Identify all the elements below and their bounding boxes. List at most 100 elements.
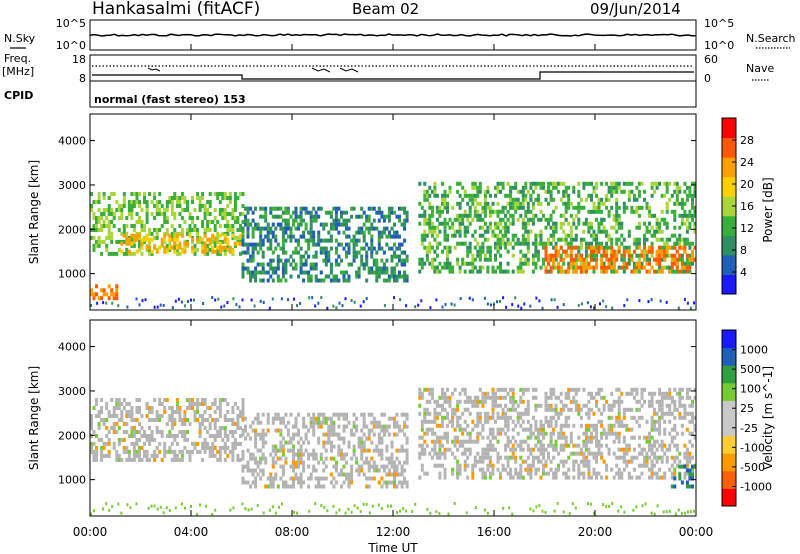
near-range-cell [235,303,238,307]
scatter-cell [526,455,530,460]
scatter-cell [347,440,351,445]
scatter-cell [175,204,179,208]
scatter-cell [567,467,571,472]
scatter-cell [297,238,300,243]
scatter-cell [509,447,513,452]
scatter-cell [271,420,275,425]
scatter-cell [337,444,341,449]
scatter-cell [683,464,687,469]
scatter-cell [347,472,351,477]
scatter-cell [499,269,502,274]
scatter-cell [145,457,149,462]
scatter-cell [352,444,356,449]
scatter-cell [534,245,538,250]
scatter-cell [519,189,523,194]
scatter-cell [382,424,386,429]
scatter-cell [491,415,495,420]
scatter-cell [597,205,601,210]
scatter-cell [539,229,543,234]
scatter-cell [529,181,533,186]
near-range-cell [293,510,295,514]
scatter-cell [632,261,636,266]
scatter-cell [600,451,604,456]
scatter-cell [231,430,235,434]
scatter-cell [279,428,283,433]
scatter-cell [276,254,280,259]
scatter-cell [274,428,278,433]
scatter-cell [117,239,121,244]
scatter-cell [367,218,371,223]
scatter-cell [486,419,490,424]
scatter-cell [360,464,364,469]
scatter-cell [367,270,371,275]
scatter-cell [334,218,338,223]
scatter-cell [102,453,106,458]
scatter-cell [130,457,134,462]
scatter-cell [468,435,472,440]
scatter-cell [244,222,247,227]
scatter-cell [329,266,333,271]
near-range-cell [126,503,129,507]
scatter-cell [451,471,455,476]
scatter-cell [329,222,333,227]
scatter-cell [256,250,260,255]
scatter-cell [289,464,293,469]
scatter-cell [688,476,692,481]
scatter-cell [183,422,187,426]
scatter-cell [405,452,409,457]
scatter-cell [660,193,664,198]
scatter-cell [488,439,492,444]
scatter-cell [327,230,331,235]
scatter-cell [175,247,179,252]
scatter-cell [274,448,278,453]
scatter-cell [425,253,429,258]
near-range-cell [159,303,162,307]
scatter-cell [536,427,540,432]
near-range-cell [256,503,259,507]
scatter-cell [90,434,93,438]
scatter-cell [127,457,131,462]
scatter-cell [390,444,394,449]
scatter-cell [284,266,288,271]
scatter-cell [418,201,422,206]
scatter-cell [640,447,644,452]
scatter-cell [274,416,278,421]
scatter-cell [607,403,611,408]
scatter-cell [491,233,495,238]
scatter-cell [542,463,545,468]
scatter-cell [140,251,144,256]
scatter-cell [643,253,646,258]
scatter-cell [458,205,462,210]
near-range-cell [544,510,547,514]
scatter-cell [688,403,692,408]
scatter-cell [186,449,189,454]
scatter-cell [678,411,682,416]
scatter-cell [342,210,346,215]
scatter-cell [620,399,624,404]
scatter-cell [685,229,689,234]
scatter-cell [322,222,326,227]
scatter-cell [127,237,131,242]
scatter-cell [143,228,146,232]
scatter-cell [660,443,664,448]
scatter-cell [612,189,616,194]
scatter-cell [362,440,366,445]
scatter-cell [173,228,177,232]
scatter-cell [524,181,528,186]
scatter-cell [683,237,687,242]
scatter-cell [448,399,452,404]
near-range-cell [150,504,153,508]
scatter-cell [620,475,624,480]
scatter-cell [643,265,646,270]
scatter-cell [203,426,207,430]
scatter-cell [299,436,303,441]
scatter-cell [673,427,677,432]
scatter-cell [501,415,505,420]
scatter-cell [269,472,273,477]
scatter-cell [665,249,669,254]
scatter-cell [241,262,245,267]
scatter-cell [385,258,389,263]
scatter-cell [481,435,485,440]
near-range-cell [332,504,335,508]
scatter-cell [519,463,523,468]
